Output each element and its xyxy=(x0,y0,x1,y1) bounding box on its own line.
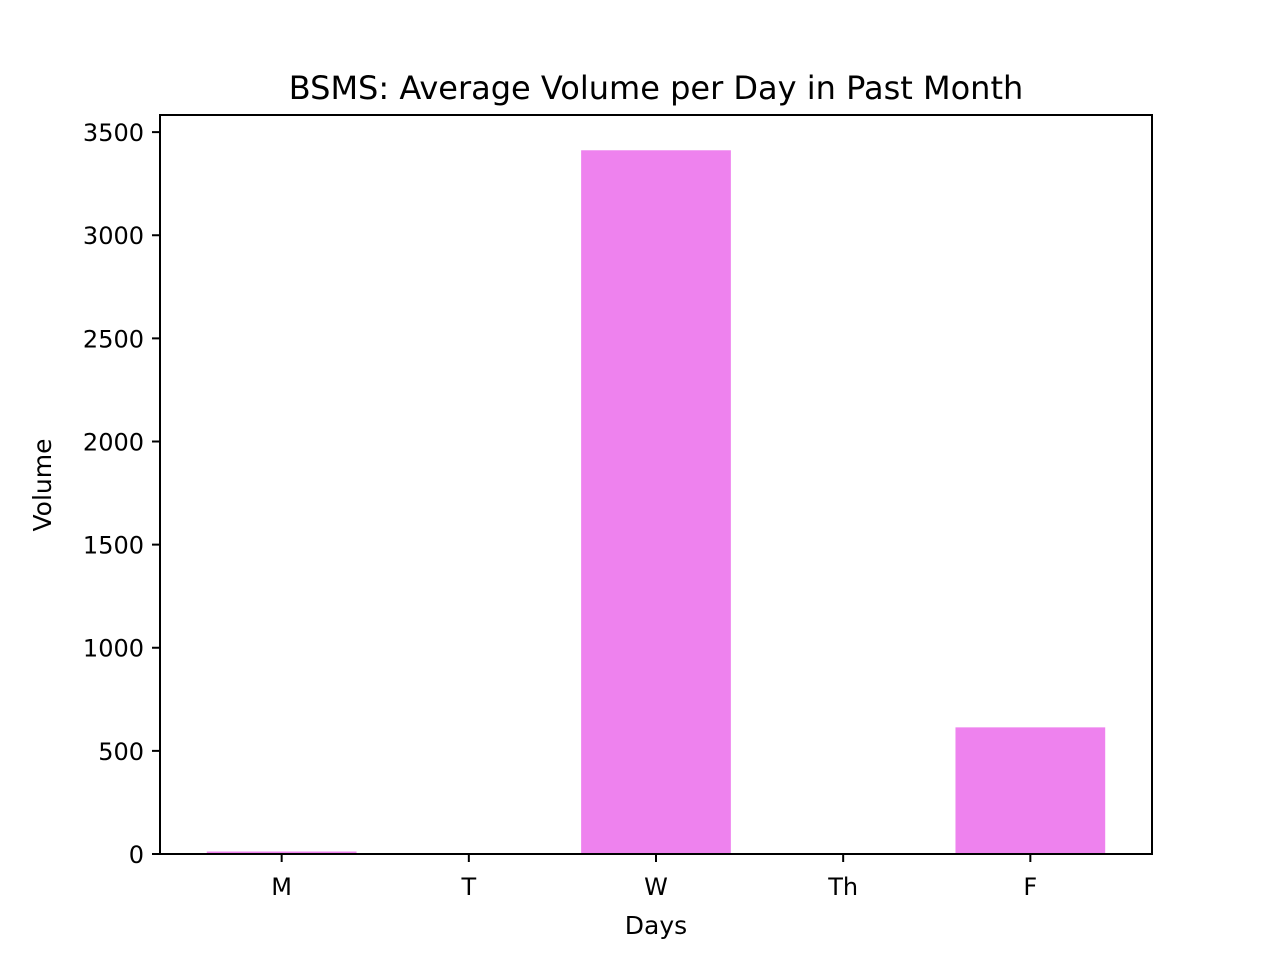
chart-title: BSMS: Average Volume per Day in Past Mon… xyxy=(289,69,1024,107)
bar-m xyxy=(206,851,357,854)
bars-group xyxy=(206,150,1106,854)
x-tick-label: M xyxy=(271,873,292,901)
x-tick-label: W xyxy=(644,873,668,901)
x-tick-label: T xyxy=(460,873,476,901)
y-tick-label: 1500 xyxy=(83,532,144,560)
bar-w xyxy=(581,150,731,854)
y-tick-label: 1000 xyxy=(83,635,144,663)
plot-area-frame xyxy=(159,114,1153,855)
x-tick-label: Th xyxy=(827,873,858,901)
x-tick-label: F xyxy=(1023,873,1037,901)
y-tick-label: 3000 xyxy=(83,222,144,250)
y-axis-ticks: 0 500 1000 1500 2000 2500 3000 3500 xyxy=(83,119,160,869)
y-tick-label: 2500 xyxy=(83,325,144,353)
bar-f xyxy=(955,727,1106,854)
y-tick-label: 3500 xyxy=(83,119,144,147)
x-axis-ticks: M T W Th F xyxy=(271,854,1037,901)
x-axis-label: Days xyxy=(625,911,687,940)
y-axis-label: Volume xyxy=(28,439,57,532)
y-tick-label: 500 xyxy=(98,738,144,766)
y-tick-label: 2000 xyxy=(83,428,144,456)
y-tick-label: 0 xyxy=(129,841,144,869)
